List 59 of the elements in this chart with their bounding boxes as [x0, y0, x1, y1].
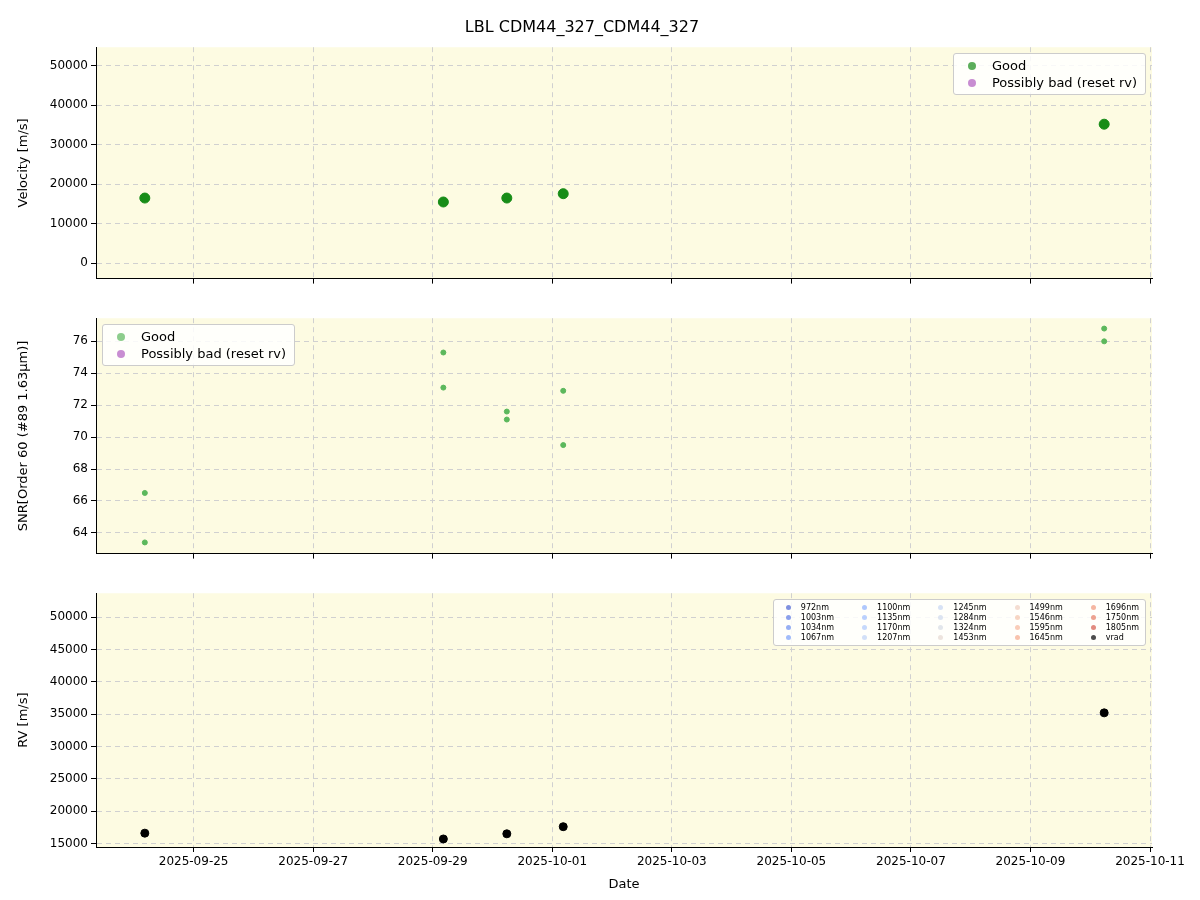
legend-label: 1245nm [953, 603, 987, 613]
y-tick-label: 30000 [49, 136, 88, 151]
x-tick-label: 2025-09-29 [397, 854, 468, 869]
x-tick-label: 2025-10-03 [636, 854, 707, 869]
y-tick-label: 25000 [49, 770, 88, 785]
legend-label: 1750nm [1105, 613, 1139, 623]
x-tick-label: 2025-10-01 [517, 854, 588, 869]
y-tick-label: 66 [72, 493, 88, 508]
x-tick-label: 2025-09-25 [158, 854, 229, 869]
x-tick-label: 2025-10-05 [756, 854, 827, 869]
y-tick-label: 35000 [49, 706, 88, 721]
x-axis-title: Date [608, 875, 640, 891]
legend-label: 1034nm [800, 623, 835, 633]
legend-label: 1453nm [953, 633, 987, 643]
legend-label: 972nm [800, 603, 829, 613]
legend-label: 1696nm [1105, 603, 1139, 613]
y-tick-label: 68 [72, 461, 88, 476]
y-tick-label: 0 [80, 255, 88, 270]
x-tick-label: 2025-09-27 [278, 854, 349, 869]
legend-label: 1170nm [877, 623, 911, 633]
legend-label: 1003nm [800, 613, 835, 623]
legend-label: 1805nm [1105, 623, 1139, 633]
y-tick-label: 76 [72, 333, 88, 348]
legend-label: 1100nm [877, 603, 911, 613]
y-tick-label: 45000 [49, 641, 88, 656]
y-tick-label: 74 [72, 365, 88, 380]
y-tick-label: 40000 [49, 673, 88, 688]
y-tick-label: 30000 [49, 738, 88, 753]
legend-label: 1284nm [953, 613, 987, 623]
legend-label: Good [141, 329, 176, 345]
y-tick-label: 64 [72, 524, 88, 539]
legend-label: 1207nm [877, 633, 911, 643]
x-tick-label: 2025-10-11 [1115, 854, 1185, 869]
y-tick-label: 50000 [49, 609, 88, 624]
y-tick-label: 50000 [49, 57, 88, 72]
legend-label: 1499nm [1029, 603, 1063, 613]
legend-label: 1324nm [953, 623, 987, 633]
y-axis-title: RV [m/s] [15, 692, 31, 748]
y-axis-title: SNR[Order 60 (#89 1.63μm)] [15, 340, 31, 532]
legend-label: 1067nm [800, 633, 835, 643]
y-tick-label: 40000 [49, 97, 88, 112]
y-tick-label: 10000 [49, 215, 88, 230]
x-tick-label: 2025-10-09 [995, 854, 1066, 869]
legend-label: Good [991, 58, 1027, 74]
legend-label: vrad [1105, 633, 1124, 643]
chart-title: LBL CDM44_327_CDM44_327 [464, 16, 700, 37]
x-tick-label: 2025-10-07 [876, 854, 946, 869]
legend-label: Possibly bad (reset rv) [141, 346, 287, 362]
legend-label: 1645nm [1029, 633, 1063, 643]
y-tick-label: 20000 [49, 176, 88, 191]
legend-label: 1546nm [1029, 613, 1063, 623]
legend-label: 1135nm [877, 613, 911, 623]
y-tick-label: 70 [72, 429, 88, 444]
y-tick-label: 15000 [49, 835, 88, 850]
y-tick-label: 20000 [49, 803, 88, 818]
y-axis-title: Velocity [m/s] [15, 118, 31, 208]
legend-label: 1595nm [1029, 623, 1063, 633]
y-tick-label: 72 [72, 397, 88, 412]
legend-label: Possibly bad (reset rv) [991, 75, 1137, 91]
